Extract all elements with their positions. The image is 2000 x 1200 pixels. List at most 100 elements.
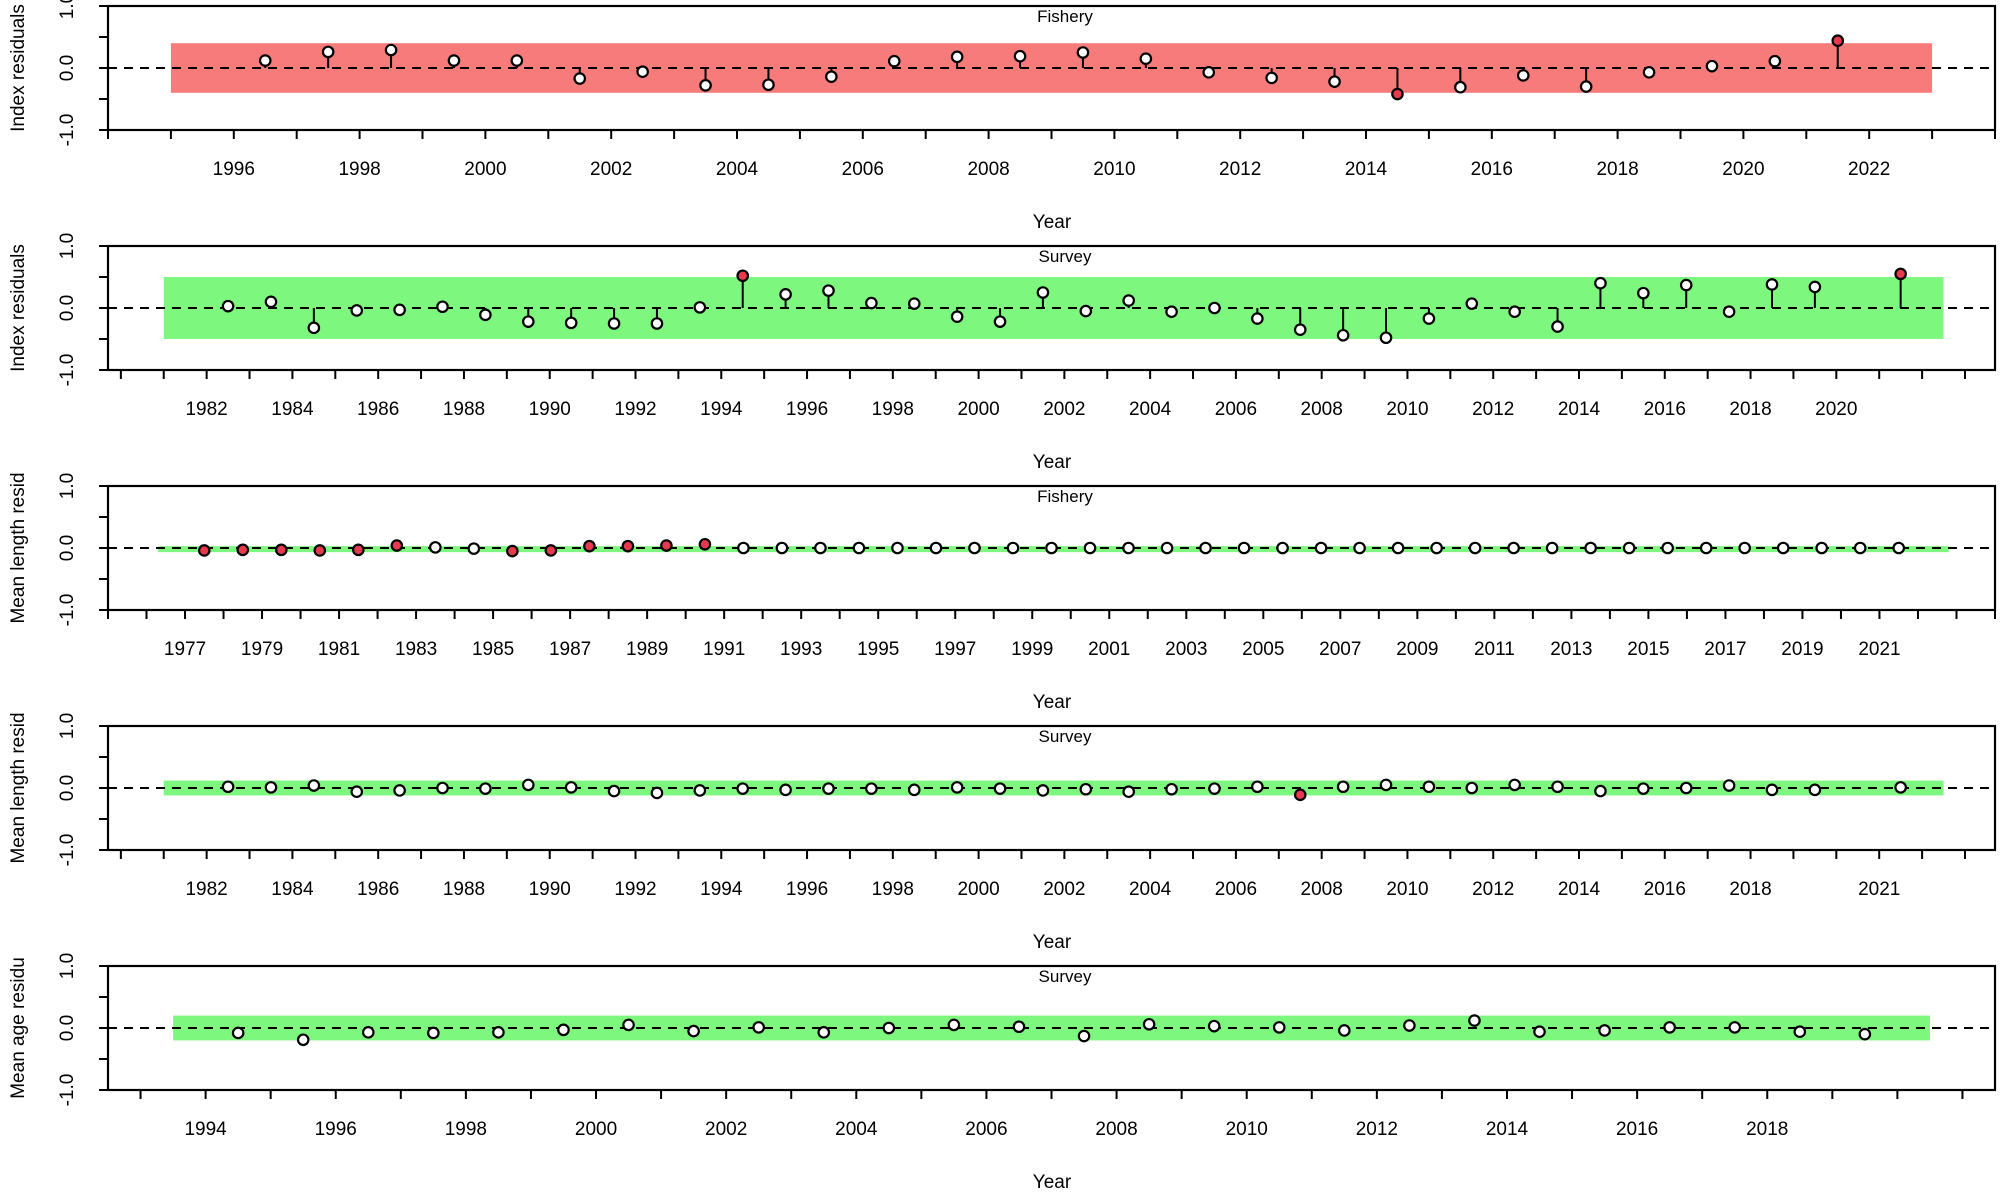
x-tick-label: 2004 — [1129, 879, 1172, 900]
residual-point — [313, 544, 327, 557]
y-tick-label: -1.0 — [57, 354, 78, 387]
x-axis-label: Year — [1033, 212, 1072, 233]
residual-point — [1276, 541, 1289, 555]
x-tick-label: 1999 — [1011, 639, 1053, 660]
residual-point — [1894, 267, 1907, 281]
y-tick-label: -1.0 — [57, 594, 78, 627]
residual-point — [907, 783, 921, 797]
x-tick-label: 2000 — [957, 399, 999, 420]
residual-point — [1465, 297, 1479, 310]
residual-point — [479, 308, 492, 322]
residual-point — [968, 541, 981, 555]
x-tick-label: 1992 — [614, 399, 656, 420]
residual-point — [1422, 312, 1436, 325]
residual-point — [607, 784, 621, 798]
y-tick-label: -1.0 — [57, 834, 78, 867]
residual-point — [1808, 783, 1822, 797]
residual-point — [779, 783, 792, 797]
x-tick-label: 1998 — [872, 399, 914, 420]
residual-point — [1738, 541, 1751, 555]
x-tick-label: 2020 — [1815, 399, 1857, 420]
residual-point — [1251, 780, 1264, 794]
x-tick-label: 2006 — [1215, 399, 1257, 420]
residual-point — [436, 300, 449, 314]
residual-point — [887, 54, 901, 68]
residual-point — [650, 317, 664, 330]
x-tick-label: 2012 — [1356, 1119, 1398, 1140]
residual-point — [510, 54, 524, 67]
residual-point — [950, 50, 964, 64]
x-tick-label: 2009 — [1396, 639, 1438, 660]
y-axis-label: Mean age residu — [8, 957, 29, 1099]
y-axis-label: Index residuals — [8, 4, 29, 132]
residual-point — [447, 54, 461, 67]
residual-point — [1699, 541, 1713, 555]
x-tick-label: 1998 — [445, 1119, 487, 1140]
residual-point — [1508, 305, 1521, 319]
residual-point — [1430, 541, 1443, 555]
x-tick-label: 1987 — [549, 639, 591, 660]
residual-point — [947, 1018, 961, 1032]
residual-point — [1831, 34, 1845, 48]
residual-point — [1202, 66, 1216, 79]
y-tick-label: 1.0 — [57, 233, 78, 259]
residual-point — [583, 539, 596, 553]
residual-point — [822, 782, 835, 795]
residual-point — [1892, 541, 1906, 555]
residual-point — [321, 45, 335, 59]
residual-point — [865, 782, 878, 795]
x-tick-label: 2002 — [1043, 879, 1085, 900]
residual-point — [274, 543, 288, 557]
residual-point — [698, 537, 712, 551]
x-tick-label: 2005 — [1242, 639, 1284, 660]
residual-point — [636, 65, 649, 79]
x-tick-label: 2008 — [1095, 1119, 1137, 1140]
x-tick-label: 2010 — [1093, 159, 1135, 180]
residual-point — [775, 541, 789, 555]
x-tick-label: 1992 — [614, 879, 656, 900]
x-tick-label: 2000 — [575, 1119, 617, 1140]
y-axis-label: Index residuals — [8, 244, 29, 372]
x-tick-label: 2019 — [1781, 639, 1823, 660]
residual-point — [467, 542, 481, 555]
residual-point — [929, 541, 943, 555]
residual-point — [736, 269, 750, 283]
x-tick-label: 2000 — [957, 879, 999, 900]
panel-title: Fishery — [1037, 487, 1093, 506]
residual-point — [1551, 780, 1564, 794]
x-tick-label: 2016 — [1471, 159, 1513, 180]
x-tick-label: 1994 — [184, 1119, 227, 1140]
x-tick-label: 1984 — [271, 879, 314, 900]
x-tick-label: 2008 — [1301, 879, 1343, 900]
residual-point — [1208, 782, 1221, 795]
residual-point — [492, 1026, 505, 1039]
y-tick-label: 0.0 — [57, 775, 78, 801]
residual-point — [429, 541, 442, 554]
x-axis-label: Year — [1033, 1172, 1072, 1193]
x-tick-label: 2006 — [842, 159, 884, 180]
panel-title: Survey — [1039, 727, 1092, 746]
residual-point — [1122, 294, 1135, 307]
x-tick-label: 2012 — [1219, 159, 1261, 180]
x-tick-label: 2018 — [1729, 879, 1771, 900]
residual-point — [1679, 781, 1693, 795]
residual-point — [1516, 69, 1530, 82]
x-tick-label: 2013 — [1550, 639, 1592, 660]
x-tick-label: 1991 — [703, 639, 745, 660]
y-tick-label: 1.0 — [57, 473, 78, 499]
residual-point — [1207, 1019, 1221, 1033]
y-axis-label: Mean length resid — [8, 712, 29, 863]
residual-point — [1468, 1014, 1481, 1027]
residual-point — [1165, 782, 1178, 796]
chart-panel-2: Survey -1.0 0.0 1.0 Index residuals 1982 1984 1… — [8, 233, 1997, 473]
residual-point — [1465, 781, 1479, 795]
x-tick-label: 2002 — [705, 1119, 747, 1140]
residual-point — [687, 1024, 700, 1038]
x-tick-label: 1996 — [315, 1119, 357, 1140]
x-tick-label: 2002 — [590, 159, 632, 180]
residual-point — [1079, 782, 1093, 796]
residual-point — [950, 781, 964, 794]
residual-point — [352, 543, 365, 557]
residual-point — [384, 43, 398, 57]
x-tick-label: 2012 — [1472, 879, 1514, 900]
